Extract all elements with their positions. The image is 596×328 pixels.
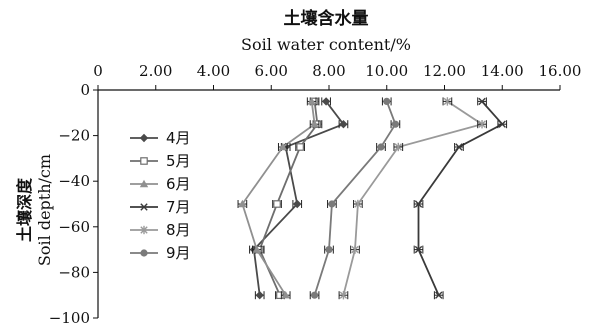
legend-item: 8月 — [130, 221, 191, 239]
data-point — [328, 200, 336, 208]
data-point — [394, 142, 402, 152]
marker-stroke — [455, 143, 463, 151]
data-point — [307, 97, 316, 105]
legend-label: 4月 — [166, 129, 191, 147]
data-point — [351, 245, 359, 254]
data-point — [478, 97, 486, 106]
data-point — [281, 291, 290, 299]
data-point — [310, 291, 319, 299]
data-point — [414, 200, 423, 208]
x-tick-label: 4.00 — [197, 62, 230, 80]
legend-label: 5月 — [166, 152, 191, 170]
x-tick-label: 0 — [93, 62, 103, 80]
data-point — [255, 291, 264, 300]
data-point — [296, 143, 304, 151]
data-point — [498, 120, 506, 128]
series-4 — [413, 97, 508, 300]
y-axis-label: 土壤深度 Soil depth/cm — [15, 154, 54, 266]
data-point — [339, 291, 348, 300]
legend-item: 6月 — [130, 175, 191, 193]
legend-marker — [140, 157, 148, 165]
marker-stroke — [414, 200, 423, 208]
data-point — [321, 97, 331, 106]
legend-marker — [139, 179, 149, 188]
y-axis-label-en: Soil depth/cm — [35, 154, 54, 266]
y-axis-label-cn: 土壤深度 — [15, 177, 34, 242]
data-point — [383, 97, 391, 105]
legend: 4月 5月 6月 7月 8月 9月 — [130, 129, 191, 262]
legend-item: 9月 — [130, 244, 191, 262]
legend-item: 7月 — [130, 198, 191, 216]
legend-marker — [140, 225, 148, 235]
y-tick-label: −20 — [58, 127, 90, 145]
legend-label: 7月 — [166, 198, 191, 216]
data-point — [377, 143, 385, 151]
data-point — [252, 245, 262, 253]
series-2 — [254, 97, 323, 300]
y-tick-label: −60 — [58, 218, 90, 236]
y-tick-label: −40 — [58, 172, 90, 190]
series-line — [252, 100, 345, 296]
legend-marker — [139, 133, 149, 143]
marker-stroke — [140, 203, 148, 211]
legend-label: 8月 — [166, 221, 191, 239]
chart-subtitle: Soil water content/% — [241, 35, 411, 54]
x-tick-label: 14.00 — [481, 62, 524, 80]
data-point — [325, 246, 333, 254]
data-point — [478, 120, 486, 129]
series-line — [241, 101, 316, 296]
legend-label: 9月 — [166, 244, 191, 262]
series-line — [342, 100, 485, 296]
marker-stroke — [498, 120, 506, 128]
marker-stroke — [414, 245, 423, 254]
series-layer — [237, 97, 508, 300]
marker-stroke — [435, 291, 443, 299]
legend-item: 5月 — [130, 152, 191, 170]
series-line — [258, 101, 319, 296]
y-tick-label: 0 — [80, 81, 90, 99]
data-point — [435, 291, 443, 299]
data-point — [293, 199, 302, 209]
axes: 0 2.00 4.00 6.00 8.00 10.00 12.00 14.00 16.00 0 −2… — [49, 62, 582, 327]
legend-marker — [140, 203, 148, 211]
legend-label: 6月 — [166, 175, 191, 193]
series-3 — [237, 97, 320, 300]
x-tick-label: 16.00 — [539, 62, 582, 80]
series-5 — [338, 97, 487, 300]
x-tick-label: 2.00 — [139, 62, 172, 80]
y-tick-label: −80 — [58, 263, 90, 281]
data-point — [339, 120, 348, 129]
series-1 — [249, 97, 349, 300]
x-tick-label: 6.00 — [255, 62, 288, 80]
series-line — [417, 100, 504, 296]
data-point — [310, 120, 319, 128]
series-6 — [309, 97, 401, 300]
data-point — [273, 200, 281, 208]
marker-stroke — [478, 97, 486, 106]
data-point — [391, 120, 400, 128]
data-point — [354, 199, 362, 209]
data-point — [443, 97, 452, 106]
legend-marker — [140, 249, 148, 257]
x-tick-label: 12.00 — [423, 62, 466, 80]
data-point — [238, 199, 247, 208]
chart-title: 土壤含水量 — [284, 8, 369, 29]
data-point — [414, 245, 423, 254]
x-tick-label: 10.00 — [365, 62, 408, 80]
series-line — [313, 101, 397, 296]
data-point — [278, 142, 287, 151]
data-point — [455, 143, 463, 151]
x-tick-label: 8.00 — [312, 62, 345, 80]
y-tick-label: −100 — [49, 309, 90, 327]
legend-item: 4月 — [130, 129, 191, 147]
